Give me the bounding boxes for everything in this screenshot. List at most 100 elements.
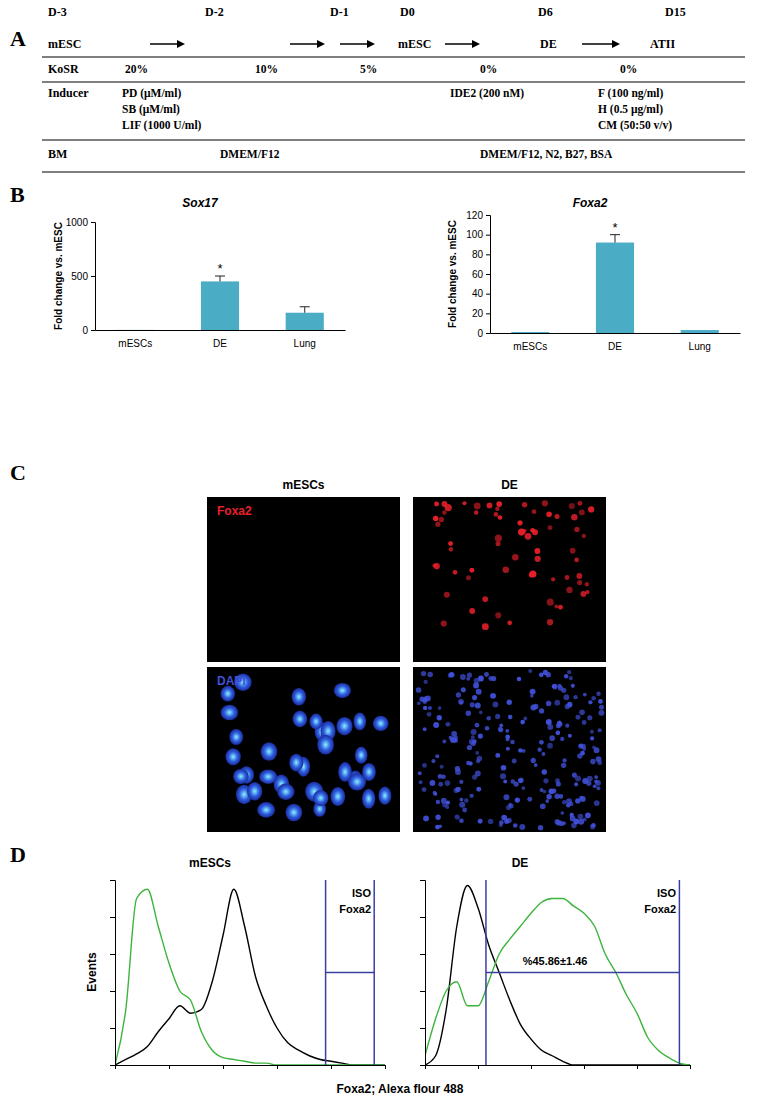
nucleus bbox=[466, 677, 470, 681]
nucleus bbox=[503, 779, 507, 783]
tick bbox=[425, 1065, 426, 1069]
arrow-head bbox=[177, 40, 185, 48]
tick: mESCs bbox=[118, 338, 152, 349]
bar bbox=[201, 281, 239, 330]
stained-cell bbox=[558, 605, 563, 610]
tick: 20 bbox=[472, 308, 490, 319]
axis-line bbox=[420, 881, 426, 1066]
tick bbox=[420, 1065, 425, 1066]
tick-mark bbox=[277, 1065, 278, 1069]
stained-cell bbox=[547, 525, 552, 530]
nucleus bbox=[471, 735, 475, 739]
nucleus bbox=[590, 736, 594, 740]
nucleus bbox=[507, 700, 512, 705]
stained-cell bbox=[577, 501, 582, 506]
stained-cell bbox=[565, 575, 570, 580]
nucleus bbox=[445, 805, 449, 809]
stained-cell bbox=[532, 529, 538, 535]
tick bbox=[110, 991, 115, 992]
nucleus bbox=[586, 781, 591, 786]
axis-title: Fold change vs. mESC bbox=[447, 220, 458, 328]
nucleus bbox=[528, 669, 532, 673]
tick-mark bbox=[584, 1065, 585, 1069]
nucleus bbox=[575, 715, 580, 720]
tick-label: 40 bbox=[472, 288, 484, 299]
gate-label: %45.86±1.46 bbox=[523, 955, 588, 967]
nucleus bbox=[460, 674, 466, 680]
stained-cell bbox=[482, 623, 489, 630]
nucleus bbox=[334, 683, 351, 698]
stained-cell bbox=[534, 548, 540, 554]
micrograph bbox=[207, 497, 400, 662]
nucleus bbox=[421, 671, 426, 676]
tick-label: DE bbox=[213, 338, 227, 349]
nucleus bbox=[540, 788, 544, 792]
nucleus bbox=[578, 814, 584, 820]
nucleus bbox=[419, 780, 423, 784]
tick-label: Lung bbox=[294, 338, 316, 349]
nucleus bbox=[247, 782, 262, 800]
nucleus bbox=[229, 729, 243, 745]
nucleus bbox=[441, 774, 446, 779]
tick-mark bbox=[486, 294, 490, 295]
nucleus bbox=[596, 692, 600, 696]
tick-mark bbox=[110, 880, 115, 881]
nucleus bbox=[534, 763, 538, 767]
histogram-labels: EventsFoxa2; Alexa flour 488 bbox=[85, 952, 464, 1096]
nucleus bbox=[546, 794, 551, 799]
tick bbox=[478, 1065, 479, 1069]
nucleus bbox=[455, 814, 460, 819]
nucleus bbox=[492, 701, 498, 707]
nucleus bbox=[293, 711, 308, 727]
tick-label: 500 bbox=[71, 271, 88, 282]
nucleus bbox=[427, 712, 432, 717]
table-rule bbox=[42, 139, 745, 140]
panel-label: D bbox=[10, 842, 26, 867]
x-axis: mESCs DE Lung bbox=[96, 331, 346, 350]
nucleus bbox=[418, 771, 422, 775]
nucleus bbox=[509, 804, 514, 809]
stained-cell bbox=[466, 575, 471, 580]
micrograph bbox=[413, 667, 606, 832]
row-label: Inducer bbox=[48, 86, 89, 100]
tick: mESCs bbox=[513, 341, 547, 352]
legend-entry: ISO bbox=[352, 887, 371, 899]
nucleus bbox=[556, 782, 561, 787]
arrow-shaft bbox=[582, 43, 614, 45]
tick bbox=[420, 880, 425, 881]
stained-cell bbox=[542, 500, 548, 506]
tick-mark bbox=[91, 276, 95, 277]
tick bbox=[420, 954, 425, 955]
tick bbox=[110, 1065, 115, 1066]
table-cell: DMEM/F12, N2, B27, BSA bbox=[480, 148, 613, 160]
stained-cell bbox=[577, 580, 582, 585]
tick-mark bbox=[420, 954, 425, 955]
arrow-head bbox=[317, 40, 325, 48]
tick: 1000 bbox=[66, 217, 95, 228]
stage-label: mESC bbox=[398, 37, 431, 51]
day-label: D0 bbox=[400, 5, 415, 19]
panel-label: B bbox=[10, 182, 25, 207]
nucleus bbox=[474, 678, 480, 684]
axis-line bbox=[491, 333, 741, 334]
tick: Lung bbox=[689, 341, 711, 352]
stained-cell bbox=[547, 599, 554, 606]
nucleus bbox=[561, 763, 566, 768]
tick-mark bbox=[690, 1065, 691, 1069]
stained-cell bbox=[582, 534, 586, 538]
stained-cell bbox=[532, 509, 537, 514]
plot-area bbox=[115, 889, 385, 1065]
y-axis bbox=[110, 881, 116, 1066]
stained-cell bbox=[512, 554, 519, 561]
tick bbox=[277, 1065, 278, 1069]
nucleus bbox=[423, 816, 429, 822]
nucleus bbox=[490, 693, 496, 699]
table-cell: H (0.5 μg/ml) bbox=[598, 103, 663, 116]
axis-line bbox=[96, 330, 346, 331]
table-cell: 10% bbox=[255, 63, 278, 75]
y-axis: 05001000 bbox=[66, 217, 96, 336]
nucleus bbox=[517, 677, 522, 682]
micrograph-grid: mESCsDEFoxa2DAPI bbox=[207, 478, 606, 832]
nucleus bbox=[594, 747, 600, 753]
legend-entry: Foxa2 bbox=[644, 903, 676, 915]
